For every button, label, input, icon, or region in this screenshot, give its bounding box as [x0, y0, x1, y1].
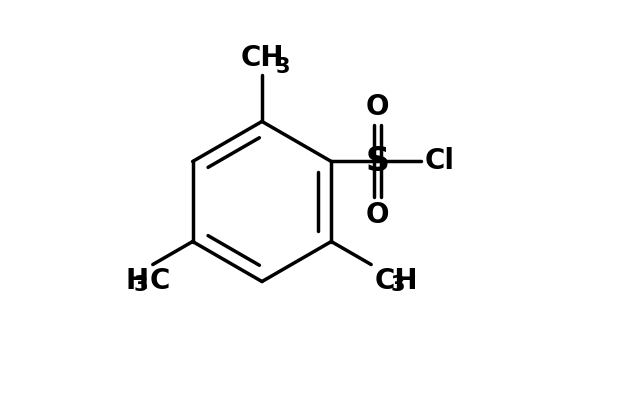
Text: 3: 3	[390, 274, 405, 295]
Text: 3: 3	[275, 58, 290, 77]
Text: O: O	[365, 93, 389, 121]
Text: O: O	[365, 202, 389, 229]
Text: CH: CH	[374, 266, 418, 295]
Text: CH: CH	[240, 44, 284, 72]
Text: 3: 3	[134, 275, 148, 295]
Text: Cl: Cl	[424, 147, 454, 175]
Text: H: H	[125, 266, 148, 295]
Text: S: S	[365, 145, 389, 178]
Text: C: C	[150, 266, 170, 295]
